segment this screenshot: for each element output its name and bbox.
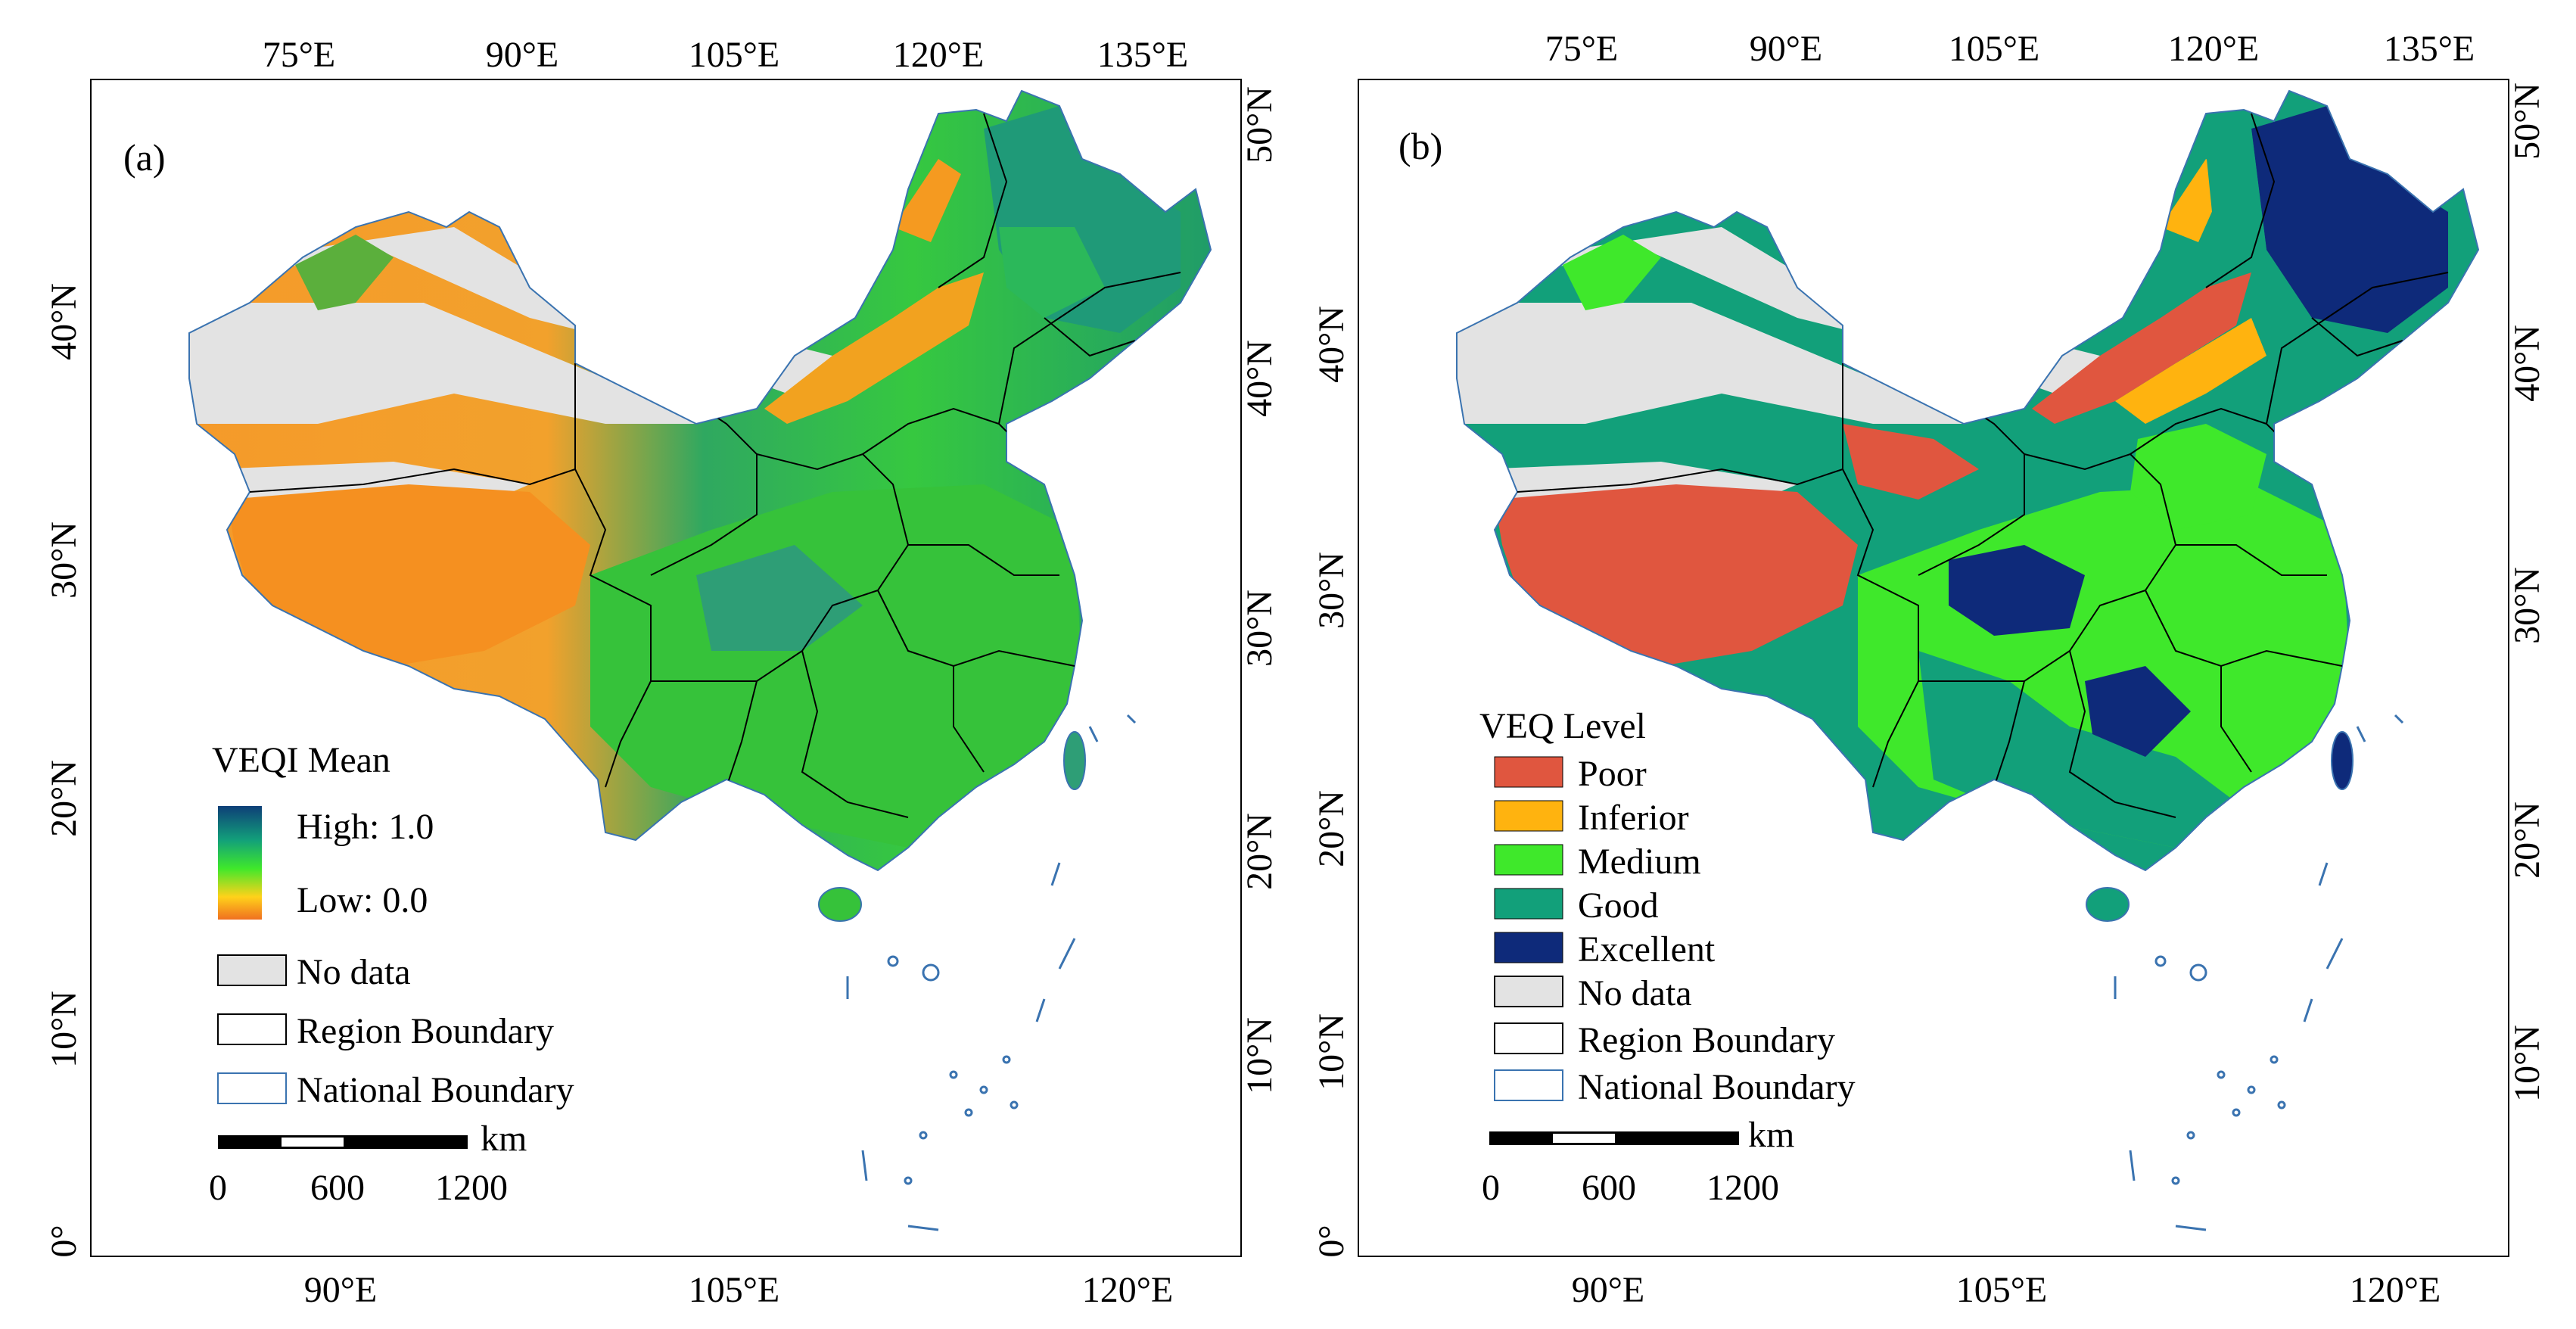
panel-b-frame — [1358, 79, 2509, 1257]
national-boundary-label: National Boundary — [1578, 1067, 1856, 1107]
scale-label: 0 — [1482, 1168, 1500, 1208]
scale-label: 1200 — [435, 1168, 508, 1208]
right-tick: 10°N — [1240, 1017, 1280, 1094]
right-axis: 50°N 40°N 30°N 20°N 10°N — [1240, 86, 1280, 1094]
region-boundary-label: Region Boundary — [297, 1011, 554, 1051]
legend-b: VEQ Level PoorInferiorMediumGoodExcellen… — [1479, 706, 1856, 1208]
legend-label-medium: Medium — [1578, 842, 1701, 882]
south-sea-islets — [2114, 714, 2404, 1231]
region-boundaries — [1517, 113, 2449, 818]
bottom-tick: 90°E — [304, 1270, 378, 1310]
bottom-tick: 90°E — [1572, 1270, 1645, 1310]
top-tick: 120°E — [893, 35, 985, 75]
scale-label: 600 — [310, 1168, 365, 1208]
top-tick: 105°E — [1949, 29, 2040, 69]
legend-a: VEQI Mean High: 1.0 Low: 0.0 No data Reg… — [209, 740, 574, 1208]
bottom-tick: 105°E — [1956, 1270, 2048, 1310]
left-tick: 0° — [1311, 1225, 1352, 1257]
legend-label-poor: Poor — [1578, 754, 1647, 794]
scale-label: 0 — [209, 1168, 227, 1208]
no-data-label: No data — [297, 952, 411, 992]
right-tick: 40°N — [1240, 340, 1280, 417]
scale-bar: km 0 600 1200 — [1482, 1115, 1794, 1208]
left-tick: 10°N — [44, 991, 84, 1068]
right-tick: 30°N — [2507, 567, 2547, 644]
top-tick: 75°E — [263, 35, 336, 75]
left-tick: 10°N — [1311, 1013, 1352, 1091]
panel-a: (a) 75°E 90°E 105°E 120°E 135°E 90°E 105… — [44, 35, 1280, 1310]
right-tick: 30°N — [1240, 590, 1280, 667]
panel-label: (b) — [1398, 125, 1442, 167]
bottom-tick: 120°E — [1082, 1270, 1174, 1310]
legend-swatch-good — [1494, 888, 1563, 920]
region-boundary-swatch — [217, 1013, 287, 1045]
right-tick: 20°N — [2507, 801, 2547, 879]
legend-title: VEQI Mean — [212, 740, 390, 780]
left-tick: 40°N — [44, 283, 84, 360]
scale-unit: km — [481, 1119, 527, 1159]
left-tick: 20°N — [44, 760, 84, 837]
no-data-label: No data — [1578, 973, 1692, 1013]
panel-b: (b) 75°E 90°E 105°E 120°E 135°E 90°E 105… — [1311, 29, 2547, 1310]
legend-high-label: High: 1.0 — [297, 807, 434, 847]
bottom-axis: 90°E 105°E 120°E — [304, 1270, 1174, 1310]
legend-low-label: Low: 0.0 — [297, 880, 428, 920]
top-axis: 75°E 90°E 105°E 120°E 135°E — [1545, 29, 2475, 69]
legend-label-inferior: Inferior — [1578, 798, 1689, 838]
region-boundary-swatch — [1494, 1022, 1563, 1054]
right-tick: 20°N — [1240, 813, 1280, 890]
panel-label: (a) — [123, 136, 166, 179]
scale-unit: km — [1748, 1115, 1794, 1155]
region-boundary-label: Region Boundary — [1578, 1020, 1835, 1060]
region-boundaries — [249, 113, 1181, 818]
no-data-swatch — [1494, 976, 1563, 1007]
scale-label: 1200 — [1706, 1168, 1779, 1208]
national-boundary-swatch — [217, 1072, 287, 1104]
left-axis: 40°N 30°N 20°N 10°N 0° — [1311, 306, 1352, 1258]
right-tick: 50°N — [2507, 82, 2547, 160]
right-tick: 40°N — [2507, 325, 2547, 402]
left-tick: 20°N — [1311, 790, 1352, 867]
legend-swatch-excellent — [1494, 932, 1563, 963]
map-a — [188, 90, 1212, 1231]
gradient-ramp — [218, 806, 262, 920]
bottom-axis: 90°E 105°E 120°E — [1572, 1270, 2441, 1310]
legend-swatch-inferior — [1494, 800, 1563, 832]
legend-swatch-poor — [1494, 756, 1563, 788]
scale-label: 600 — [1582, 1168, 1636, 1208]
top-tick: 90°E — [486, 35, 559, 75]
panel-a-frame — [90, 79, 1242, 1257]
bottom-tick: 120°E — [2350, 1270, 2441, 1310]
left-axis: 40°N 30°N 20°N 10°N 0° — [44, 283, 84, 1258]
legend-swatch-medium — [1494, 844, 1563, 876]
legend-title: VEQ Level — [1479, 706, 1646, 746]
scale-bar: km 0 600 1200 — [209, 1119, 527, 1208]
right-axis: 50°N 40°N 30°N 20°N 10°N — [2507, 82, 2547, 1102]
south-sea-islets — [846, 714, 1137, 1231]
top-tick: 120°E — [2168, 29, 2260, 69]
left-tick: 40°N — [1311, 306, 1352, 383]
top-tick: 105°E — [689, 35, 780, 75]
bottom-tick: 105°E — [689, 1270, 780, 1310]
top-tick: 135°E — [1097, 35, 1189, 75]
top-tick: 75°E — [1545, 29, 1619, 69]
top-axis: 75°E 90°E 105°E 120°E 135°E — [263, 35, 1189, 75]
legend-label-good: Good — [1578, 885, 1659, 926]
no-data-swatch — [217, 954, 287, 986]
top-tick: 90°E — [1750, 29, 1823, 69]
left-tick: 0° — [44, 1225, 84, 1257]
left-tick: 30°N — [1311, 552, 1352, 629]
right-tick: 10°N — [2507, 1025, 2547, 1102]
national-boundary-swatch — [1494, 1069, 1563, 1101]
legend-label-excellent: Excellent — [1578, 929, 1716, 970]
left-tick: 30°N — [44, 521, 84, 599]
national-boundary-label: National Boundary — [297, 1070, 574, 1110]
top-tick: 135°E — [2384, 29, 2475, 69]
right-tick: 50°N — [1240, 86, 1280, 163]
